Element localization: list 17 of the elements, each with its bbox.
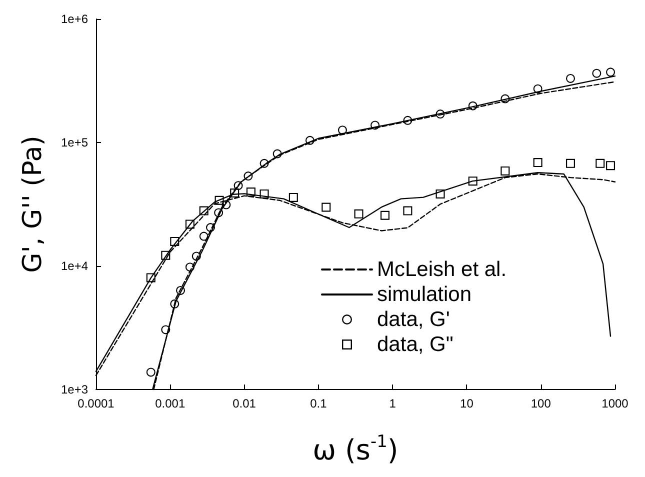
legend-label: McLeish et al. (377, 258, 507, 281)
x-tick-label: 100 (530, 396, 552, 410)
x-tick-label: 0.01 (232, 396, 256, 410)
y-tick-label: 1e+3 (60, 382, 88, 396)
x-tick-label: 0.001 (155, 396, 186, 410)
x-tick-label: 1 (389, 396, 396, 410)
x-tick-label: 1000 (602, 396, 629, 410)
x-tick-label: 0.0001 (78, 396, 115, 410)
legend-label: data, G' (377, 308, 450, 331)
x-tick-label: 0.1 (310, 396, 328, 410)
y-tick-label: 1e+6 (60, 12, 88, 26)
legend-label: data, G" (377, 333, 454, 356)
y-tick-label: 1e+4 (60, 259, 88, 273)
y-tick-label: 1e+5 (60, 136, 88, 150)
x-tick-label: 10 (460, 396, 474, 410)
legend-label: simulation (377, 283, 472, 306)
y-axis-title: G', G'' (Pa) (18, 136, 48, 273)
